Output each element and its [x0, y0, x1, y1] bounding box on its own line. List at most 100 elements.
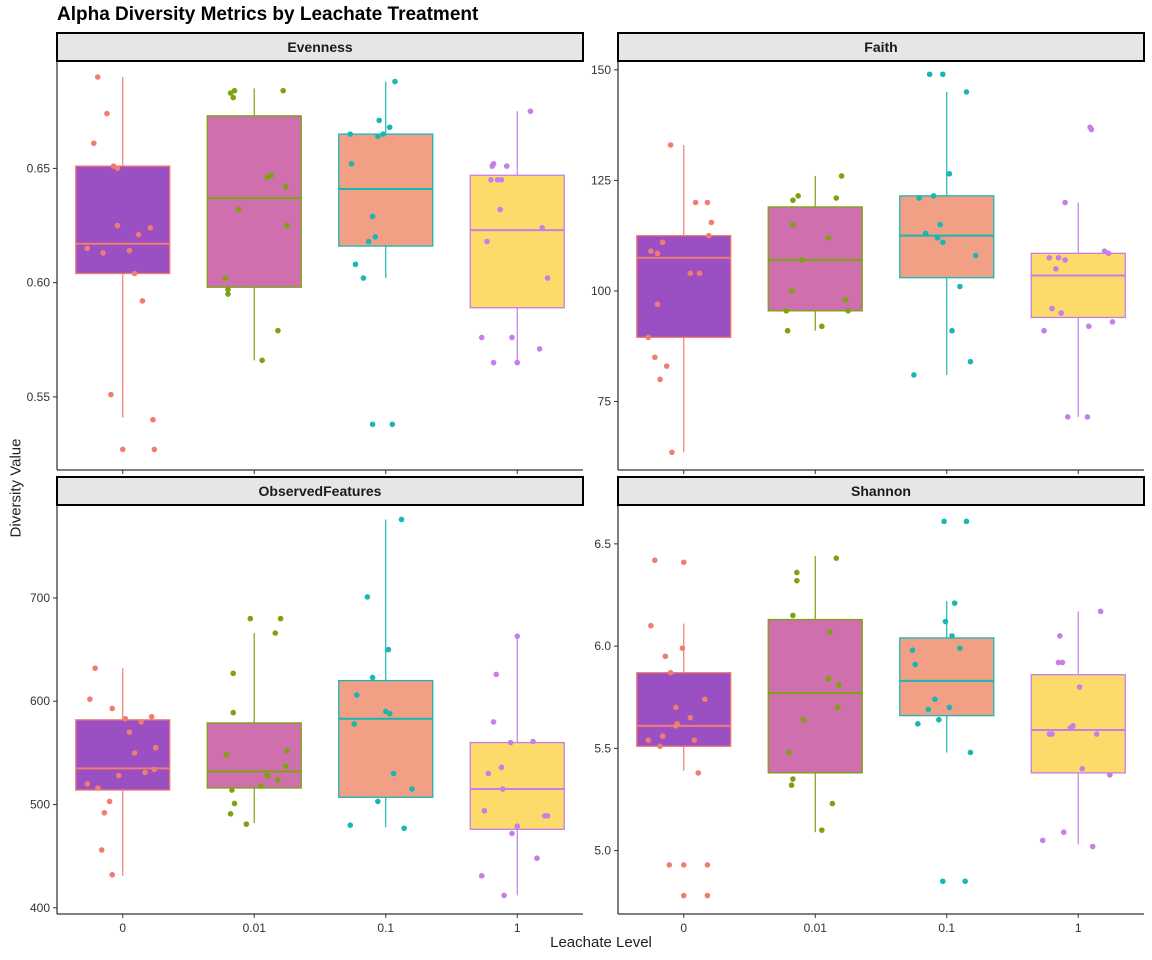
data-point [365, 238, 372, 245]
data-point [1093, 731, 1100, 737]
data-point [912, 661, 918, 668]
data-point [930, 193, 937, 199]
data-point [225, 286, 231, 293]
data-point [669, 449, 675, 456]
data-point [1079, 766, 1085, 772]
data-point [691, 737, 698, 743]
data-point [1085, 323, 1092, 330]
data-point [369, 674, 376, 681]
data-point [932, 696, 938, 703]
data-point [109, 871, 116, 878]
facet-strip-label: Evenness [287, 39, 353, 55]
data-point [652, 354, 658, 361]
data-point [657, 376, 663, 383]
data-point [92, 665, 98, 671]
data-point [272, 630, 279, 636]
data-point [957, 283, 963, 290]
data-point [225, 291, 231, 297]
data-point [498, 764, 505, 771]
data-point [1059, 659, 1066, 666]
data-point [926, 71, 933, 78]
data-point [478, 334, 485, 341]
data-point [104, 110, 110, 117]
data-point [949, 327, 955, 334]
data-point [819, 323, 825, 330]
data-point [825, 235, 832, 241]
data-point [826, 628, 833, 635]
data-point [1084, 414, 1091, 420]
data-point [135, 231, 142, 238]
box-0.01 [767, 206, 863, 312]
x-axis-label: Leachate Level [550, 934, 652, 951]
data-point [372, 234, 379, 240]
data-point [1060, 829, 1067, 835]
data-point [652, 557, 658, 564]
data-point [484, 238, 490, 245]
data-point [662, 653, 669, 660]
data-point [386, 710, 393, 717]
y-tick-label: 100 [591, 284, 611, 298]
x-tick-label: 0.1 [377, 921, 394, 935]
data-point [915, 721, 921, 727]
data-point [360, 275, 367, 281]
data-point [152, 744, 159, 751]
y-tick-label: 600 [30, 694, 50, 708]
data-point [967, 358, 974, 365]
data-point [151, 446, 158, 453]
data-point [845, 308, 851, 314]
y-tick-label: 0.55 [27, 390, 51, 404]
data-point [659, 239, 666, 246]
data-point [1041, 327, 1047, 334]
panel-observedfeatures: ObservedFeatures 400 500 600 700 0 0.01 0.1 1 [30, 476, 584, 935]
box-0.01 [767, 618, 863, 774]
data-point [687, 270, 694, 277]
data-point [284, 748, 290, 754]
data-point [231, 800, 238, 807]
data-point [243, 821, 250, 827]
data-point [539, 224, 546, 231]
box-1 [469, 174, 565, 309]
box-1 [1030, 252, 1126, 319]
data-point [98, 847, 105, 853]
y-tick-label: 125 [591, 173, 611, 187]
data-point [497, 206, 503, 213]
data-point [946, 704, 953, 711]
data-point [829, 800, 836, 807]
x-tick-label: 1 [514, 921, 521, 935]
data-point [654, 301, 661, 307]
y-tick-label: 5.0 [594, 844, 611, 858]
panel-evenness: Evenness 0.55 0.60 0.65 [27, 32, 584, 474]
facet-strip [56, 476, 584, 506]
data-point [364, 594, 371, 600]
box-0.01 [206, 115, 302, 288]
data-point [131, 750, 138, 756]
data-point [100, 250, 106, 256]
data-point [786, 749, 792, 756]
data-point [704, 199, 711, 206]
data-point [369, 421, 376, 428]
data-point [375, 798, 381, 805]
data-point [527, 108, 534, 115]
data-point [490, 719, 497, 725]
data-point [692, 199, 699, 206]
panel-faith: Faith 75 100 125 150 [591, 32, 1145, 474]
data-point [937, 221, 943, 228]
data-point [119, 446, 126, 453]
data-point [275, 327, 281, 334]
data-point [654, 250, 661, 257]
data-point [911, 372, 917, 378]
data-point [1097, 608, 1104, 615]
data-point [390, 770, 397, 777]
data-point [680, 862, 687, 868]
data-point [705, 232, 712, 239]
data-point [348, 161, 355, 167]
data-point [679, 645, 686, 651]
data-point [794, 569, 800, 576]
data-point [1058, 310, 1064, 316]
data-point [351, 721, 357, 727]
data-point [648, 248, 654, 254]
data-point [1046, 254, 1053, 261]
data-point [84, 781, 91, 787]
facet-strip [617, 32, 1145, 62]
y-tick-label: 5.5 [594, 741, 611, 755]
